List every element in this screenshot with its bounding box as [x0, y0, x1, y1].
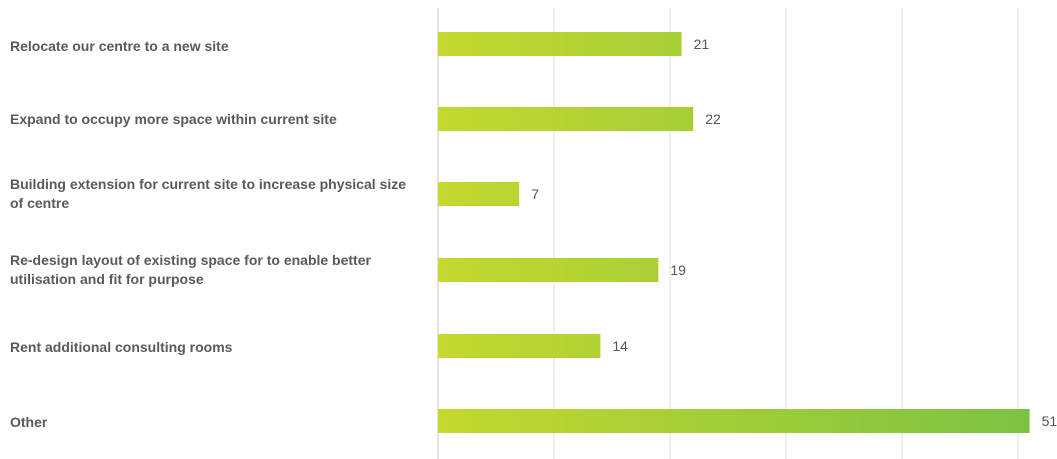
bar-value-label: 7 [531, 186, 539, 202]
bar-value-label: 22 [705, 111, 721, 127]
bar-value-label: 14 [612, 338, 628, 354]
category-label-rent: Rent additional consulting rooms [10, 327, 420, 367]
category-label-relocate: Relocate our centre to a new site [10, 26, 420, 66]
category-label-text: Rent additional consulting rooms [10, 338, 233, 355]
category-label-text: Relocate our centre to a new site [10, 37, 229, 54]
bar-1 [438, 107, 694, 131]
category-label-redesign: Re-design layout of existing space for t… [10, 250, 420, 290]
category-label-text: Building extension for current site to i… [10, 176, 406, 211]
bar-5 [438, 409, 1030, 433]
category-label-text: Re-design layout of existing space for t… [10, 252, 371, 287]
category-label-expand: Expand to occupy more space within curre… [10, 99, 420, 139]
bar-4 [438, 334, 601, 358]
bar-value-label: 51 [1042, 413, 1057, 429]
bar-0 [438, 32, 682, 56]
category-label-text: Expand to occupy more space within curre… [10, 110, 337, 127]
category-label-text: Other [10, 413, 48, 430]
bar-value-label: 19 [670, 262, 686, 278]
bar-value-label: 21 [694, 36, 710, 52]
category-label-extension: Building extension for current site to i… [10, 174, 420, 214]
bar-3 [438, 258, 659, 282]
bar-2 [438, 182, 520, 206]
category-label-other: Other [10, 402, 420, 442]
